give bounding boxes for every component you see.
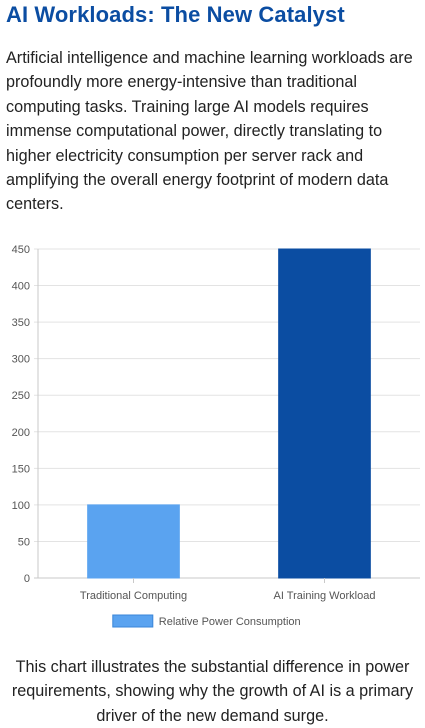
y-tick-label: 200 [12,427,30,439]
y-tick-label: 450 [12,244,30,256]
y-tick-label: 50 [18,536,30,548]
y-tick-label: 150 [12,463,30,475]
y-tick-label: 350 [12,317,30,329]
bar-chart: 0 50 100 150 200 250 300 350 400 450 Traditional C… [12,244,420,628]
bar-traditional-computing [87,504,180,579]
x-tick-label: Traditional Computing [80,590,187,602]
chart-caption: This chart illustrates the substantial d… [11,658,414,725]
y-tick-label: 0 [24,573,30,585]
y-tick-label: 100 [12,500,30,512]
y-tick-label: 250 [12,390,30,402]
legend-swatch [112,614,154,628]
x-tick-label: AI Training Workload [274,590,376,602]
y-tick-label: 400 [12,281,30,293]
page-title: AI Workloads: The New Catalyst [6,2,345,27]
intro-paragraph: Artificial intelligence and machine lear… [6,49,413,214]
bar-ai-training-workload [278,248,371,579]
legend-label: Relative Power Consumption [159,616,301,628]
y-tick-label: 300 [12,354,30,366]
